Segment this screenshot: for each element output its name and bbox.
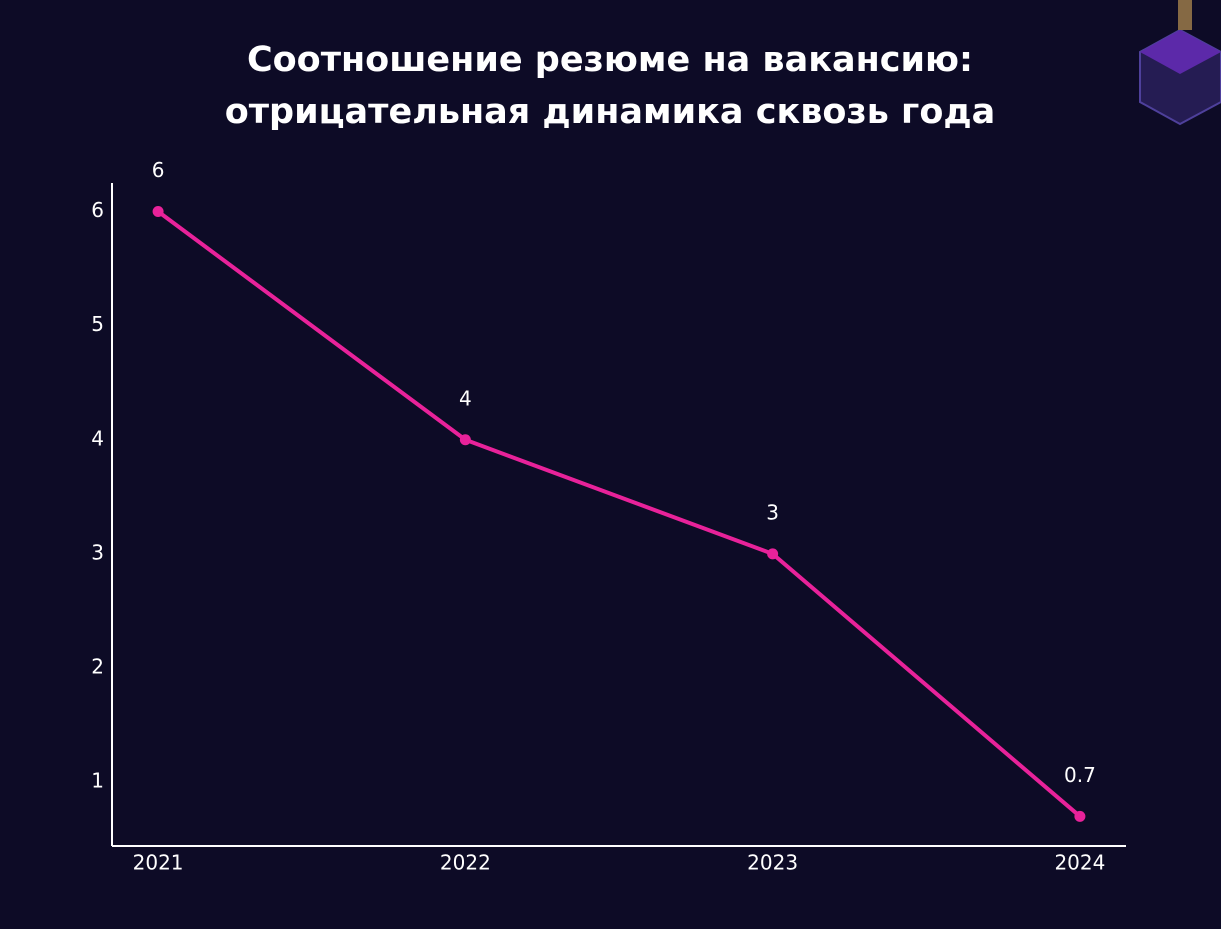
y-tick-label: 5 (91, 312, 104, 336)
chart-title: Соотношение резюме на вакансию: отрицате… (224, 40, 996, 132)
x-tick-label: 2022 (440, 851, 491, 875)
data-label: 3 (766, 500, 779, 524)
point (459, 434, 471, 446)
data-label: 4 (459, 386, 472, 410)
x-tick-label: 2023 (747, 851, 798, 875)
point (152, 206, 164, 218)
y-tick-label: 4 (91, 426, 104, 450)
point (767, 548, 779, 560)
data-label: 6 (152, 158, 165, 182)
point (1074, 810, 1086, 822)
x-tick-label: 2024 (1054, 851, 1105, 875)
decor-cube (1139, 0, 1221, 126)
y-tick-label: 6 (91, 198, 104, 222)
y-tick-label: 1 (91, 769, 104, 793)
data-label: 0.7 (1064, 763, 1096, 787)
y-tick-label: 2 (91, 654, 104, 678)
y-tick-label: 3 (91, 540, 104, 564)
line (156, 209, 1082, 818)
x-tick-label: 2021 (133, 851, 184, 875)
